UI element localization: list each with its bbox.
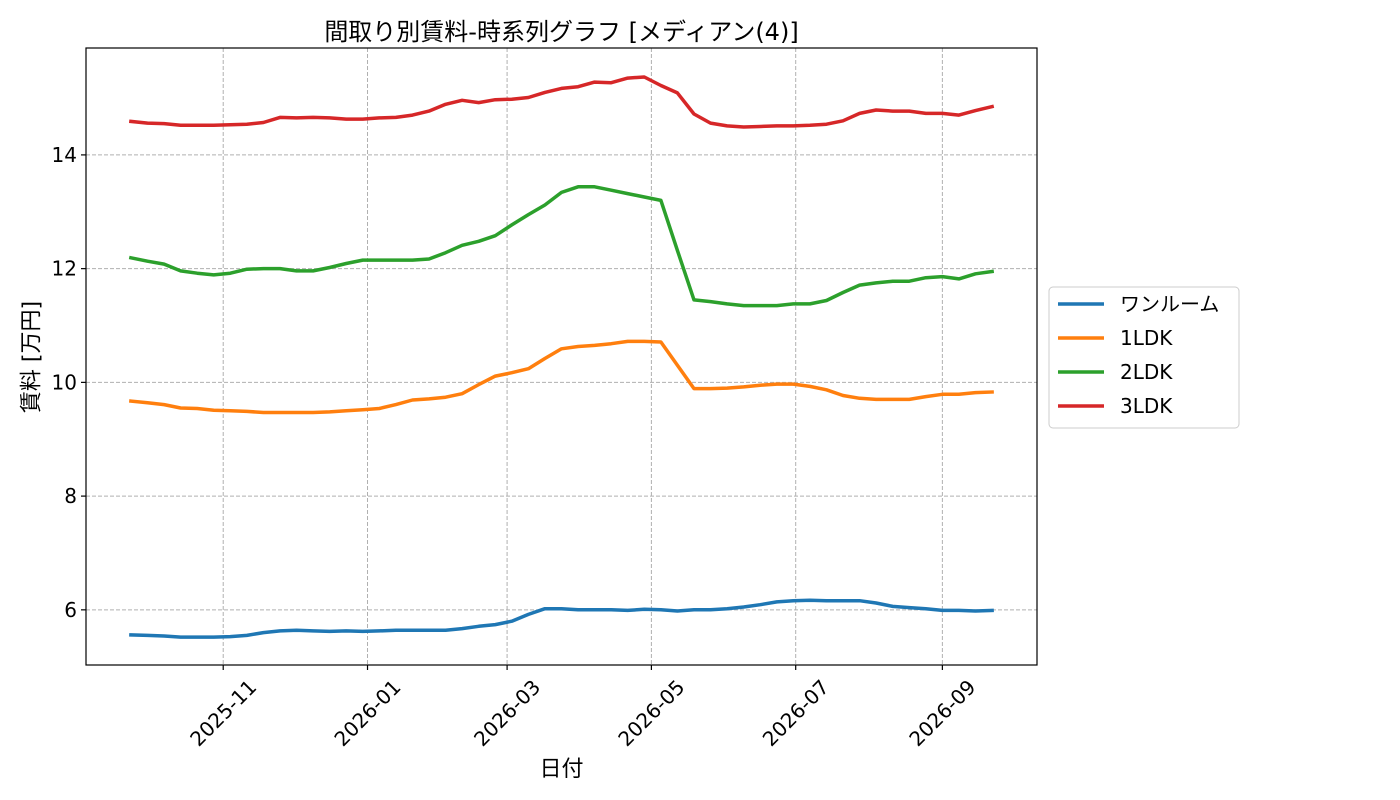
y-tick-label: 14	[52, 143, 77, 167]
y-tick-label: 8	[64, 484, 77, 508]
legend-entry: 3LDK	[1058, 394, 1173, 418]
legend-entry: 1LDK	[1058, 326, 1173, 350]
series-line-1	[129, 598, 994, 639]
plot-frame	[85, 47, 1038, 666]
legend-box	[1048, 286, 1240, 429]
legend-label: 3LDK	[1120, 394, 1173, 418]
y-axis: 6 8 10 12 14	[52, 143, 86, 622]
y-tick-label: 6	[64, 598, 77, 622]
y-tick-label: 10	[52, 370, 77, 394]
legend-entries: ワンルーム 1LDK 2LDK 3LDK	[1058, 292, 1219, 418]
legend-label: 2LDK	[1120, 360, 1173, 384]
legend-entry: 2LDK	[1058, 360, 1173, 384]
series-line-4	[128, 75, 995, 129]
y-tick-label: 12	[52, 257, 77, 281]
legend: ワンルーム 1LDK 2LDK 3LDK	[1048, 286, 1240, 429]
legend-entry: ワンルーム	[1058, 292, 1219, 316]
series-layer	[128, 75, 995, 639]
series-line-2	[128, 339, 994, 415]
y-axis-label: 賃料 [万円]	[20, 301, 45, 413]
x-axis-label: 日付	[539, 757, 583, 782]
series-line-3	[128, 185, 995, 308]
legend-label: ワンルーム	[1120, 292, 1219, 316]
chart-title: 間取り別賃料-時系列グラフ [メディアン(4)]	[324, 18, 798, 46]
legend-label: 1LDK	[1120, 326, 1173, 350]
